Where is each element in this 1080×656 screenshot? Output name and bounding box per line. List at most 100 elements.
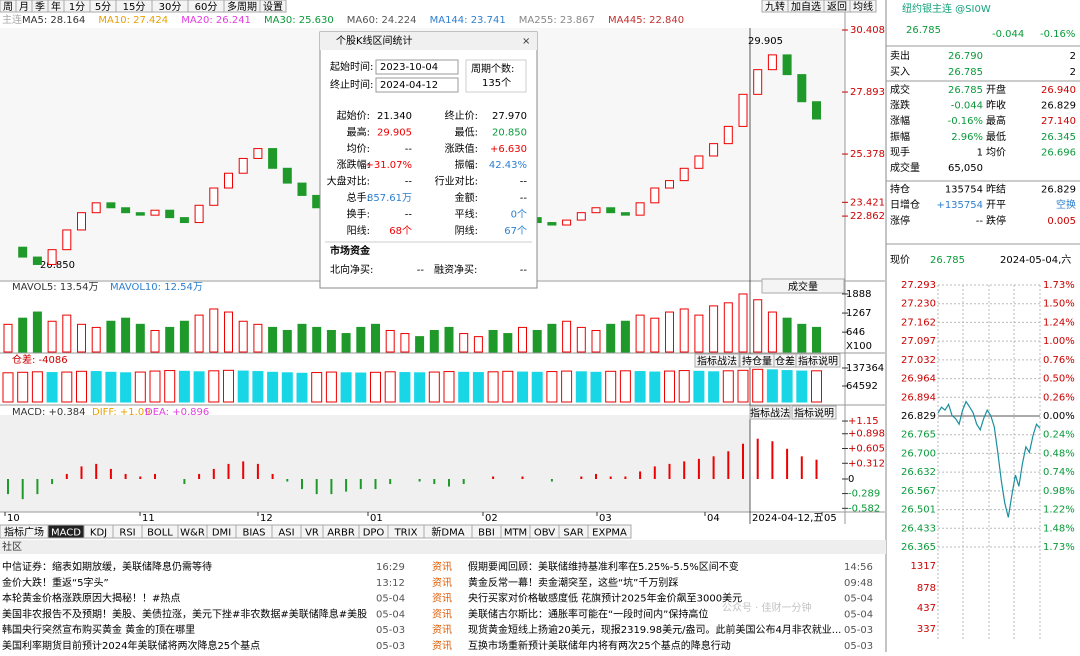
news-title[interactable]: 黄金反常一幕！卖金潮突至，这些“坑”千万别踩 [468,576,678,589]
tab[interactable]: OBV [534,528,555,539]
tab[interactable]: EXPMA [592,528,627,539]
tool-button[interactable]: 加自选 [791,0,821,13]
tool-button[interactable]: 返回 [827,1,847,13]
oi-bar [575,371,587,403]
stat-label: 阴线: [455,224,478,237]
ts-date: 2024-05-04,六 [1000,254,1071,266]
q-value: 2.96% [951,132,983,143]
ts-line [937,400,1041,518]
vol-legend: MAVOL5: 13.54万 [12,282,98,293]
vol-bar [635,314,645,353]
price-label: 23.421 [850,197,885,208]
stat-value: 857.61万 [367,193,412,204]
ts-right-label: 0.76% [1043,355,1075,366]
vol-bar [547,323,557,353]
oi-bar [531,371,543,403]
vol-bar [356,326,366,353]
news-title[interactable]: 金价大跌！重返“5字头” [2,576,109,589]
news-time: 05-03 [376,625,405,636]
oi-bar [458,371,470,403]
candle [591,207,601,214]
tab[interactable]: DPO [363,528,385,539]
news-title[interactable]: 现货黄金短线上扬逾20美元，现报2319.98美元/盎司。此前美国公布4月非农就… [468,623,841,636]
news-title[interactable]: 央行买家对价格敏感度低 花旗预计2025年金价飙至3000美元 [468,592,742,605]
stat-value: -- [405,144,413,155]
vol-bar [385,329,395,353]
oi-bar [252,371,264,403]
candle [738,93,748,127]
ts-right-label: 1.73% [1043,542,1075,553]
oi-bar [384,371,396,403]
macd-button[interactable]: 指标战法 [750,407,790,420]
oi-button[interactable]: 指标说明 [798,355,838,368]
tab[interactable]: KDJ [90,528,107,539]
tool-button[interactable]: 月 [19,1,29,13]
news-time: 16:29 [376,562,405,573]
tab[interactable]: TRIX [394,528,418,539]
tool-button[interactable]: 5分 [95,1,111,13]
oi-button[interactable]: 仓差 [775,355,795,368]
q-label: 涨幅 [890,114,910,127]
candle [606,207,616,214]
tab[interactable]: RSI [119,528,135,539]
candle [709,143,719,157]
tool-button[interactable]: 年 [51,0,61,13]
vol-bar [738,293,748,353]
tab[interactable]: 指标广场 [4,526,44,539]
tool-button[interactable]: 15分 [123,1,146,13]
fund-title: 市场资金 [330,244,371,257]
oi-bar [752,368,764,403]
ts-right-label: 1.24% [1043,317,1075,328]
tool-button[interactable]: 九转 [765,0,785,13]
tab[interactable]: DMI [212,528,231,539]
q-label: 振幅 [890,130,910,143]
dialog-titlebar [320,32,537,50]
tab[interactable]: MACD [51,528,81,539]
q-label: 昨收 [986,99,1006,112]
ts-vol-label: 1317 [911,561,936,572]
news-header: 社区 [2,540,22,553]
tool-button[interactable]: 周 [3,1,13,13]
macd-button[interactable]: 指标说明 [794,407,834,420]
tool-button[interactable]: 均线 [853,0,873,13]
ts-left-label: 27.032 [901,355,936,366]
vol-button[interactable]: 成交量 [788,280,818,293]
tool-button[interactable]: 多周期 [227,0,257,13]
news-title[interactable]: 韩国央行突然宣布购买黄金 黄金的顶在哪里 [2,623,195,636]
tab[interactable]: BOLL [147,528,173,539]
news-title[interactable]: 美国非农报告不及预期！美股、美债拉涨，美元下挫#非农数据#美联储降息#美股 [2,607,367,620]
tab[interactable]: ARBR [327,528,355,539]
tool-button[interactable]: 30分 [159,1,182,13]
news-title[interactable]: 中信证券：缩表如期放缓，美联储降息仍需等待 [2,560,212,573]
macd-button-box [749,405,791,420]
news-title[interactable]: 互换市场重新预计美联储年内将有两次25个基点的降息行动 [468,639,731,652]
candle [179,217,189,224]
oi-bar [737,369,749,403]
price-label: 27.893 [850,87,885,98]
tab[interactable]: BIAS [243,528,266,539]
tool-button[interactable]: 季 [35,1,45,13]
oi-bar [766,369,778,403]
news-title[interactable]: 假期要闻回顾：美联储维持基准利率在5.25%-5.5%区间不变 [468,560,739,573]
tab[interactable]: BBI [478,528,495,539]
q-value: 26.829 [1041,185,1076,196]
tool-button[interactable]: 设置 [263,1,283,13]
news-title[interactable]: 美联储古尔斯比：通胀率可能在“一段时间内”保持高位 [468,607,708,620]
q-label: 开平 [986,200,1006,211]
news-title[interactable]: 美国利率期货目前预计2024年美联储将两次降息25个基点 [2,639,260,652]
stat-value: +6.630 [490,144,527,155]
tool-button[interactable]: 60分 [195,1,218,13]
oi-button[interactable]: 持仓量 [742,355,772,368]
tool-button[interactable]: 1分 [69,1,85,13]
tab[interactable]: ASI [278,528,294,539]
tab[interactable]: W&R [180,528,205,539]
vol-bar [179,320,189,353]
tab[interactable]: MTM [504,528,527,539]
news-time: 09:48 [844,578,873,589]
vol-tick-label: 646 [846,327,865,338]
tab[interactable]: VR [305,528,319,539]
tab[interactable]: 新DMA [431,526,464,539]
news-title[interactable]: 本轮黄金价格涨跌原因大揭秘！！#热点 [2,592,180,605]
oi-button[interactable]: 指标战法 [697,355,737,368]
tab[interactable]: SAR [563,528,583,539]
